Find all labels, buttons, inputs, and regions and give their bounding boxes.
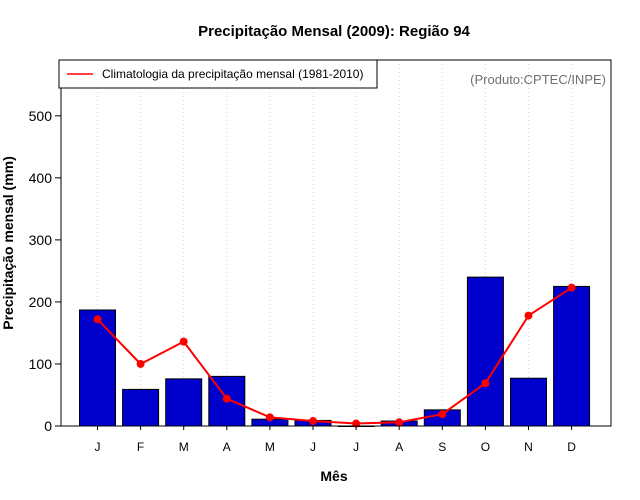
bar-0 — [79, 309, 116, 427]
bar-9 — [466, 276, 504, 427]
bar-2 — [165, 378, 203, 427]
x-tick-label: J — [353, 440, 359, 454]
climatology-point-0 — [93, 315, 102, 324]
climatology-series — [93, 283, 576, 428]
y-tick-label: 300 — [29, 232, 53, 248]
y-tick-label: 0 — [44, 418, 52, 434]
climatology-point-1 — [136, 359, 145, 368]
x-tick-label: D — [567, 440, 576, 454]
x-tick-label: F — [137, 440, 144, 454]
y-tick-label: 400 — [29, 170, 53, 186]
legend-box — [58, 59, 378, 89]
climatology-point-8 — [438, 410, 447, 419]
bar-series — [79, 276, 591, 427]
x-tick-label: J — [310, 440, 316, 454]
y-tick-label: 200 — [29, 294, 53, 310]
y-axis: 0 100 200 300 400 500 — [29, 108, 61, 434]
product-credit: (Produto:CPTEC/INPE) — [470, 72, 606, 87]
x-tick-label: J — [95, 440, 101, 454]
climatology-point-9 — [481, 379, 490, 388]
climatology-point-2 — [179, 337, 188, 346]
legend-label: Climatologia da precipitação mensal (198… — [102, 67, 363, 81]
x-tick-label: A — [395, 440, 403, 454]
x-tick-label: M — [265, 440, 275, 454]
climatology-line — [96, 286, 573, 425]
y-tick-label: 100 — [29, 356, 53, 372]
legend: Climatologia da precipitação mensal (198… — [58, 59, 378, 89]
x-axis-label: Mês — [320, 468, 347, 484]
climatology-point-4 — [265, 413, 274, 422]
climatology-point-10 — [524, 311, 533, 320]
x-tick-label: A — [223, 440, 231, 454]
climatology-point-7 — [395, 418, 404, 427]
chart-title: Precipitação Mensal (2009): Região 94 — [198, 23, 470, 40]
bar-11 — [553, 285, 591, 427]
y-axis-label: Precipitação mensal (mm) — [0, 156, 16, 330]
x-tick-label: M — [179, 440, 189, 454]
y-tick-label: 500 — [29, 108, 53, 124]
plot-frame — [60, 59, 612, 427]
x-tick-label: O — [481, 440, 490, 454]
x-tick-label: S — [438, 440, 446, 454]
bar-10 — [510, 377, 547, 427]
climatology-point-5 — [309, 417, 317, 426]
climatology-point-11 — [567, 283, 576, 292]
bar-1 — [122, 388, 160, 427]
climatology-point-3 — [222, 394, 231, 403]
x-tick-label: N — [524, 440, 533, 454]
